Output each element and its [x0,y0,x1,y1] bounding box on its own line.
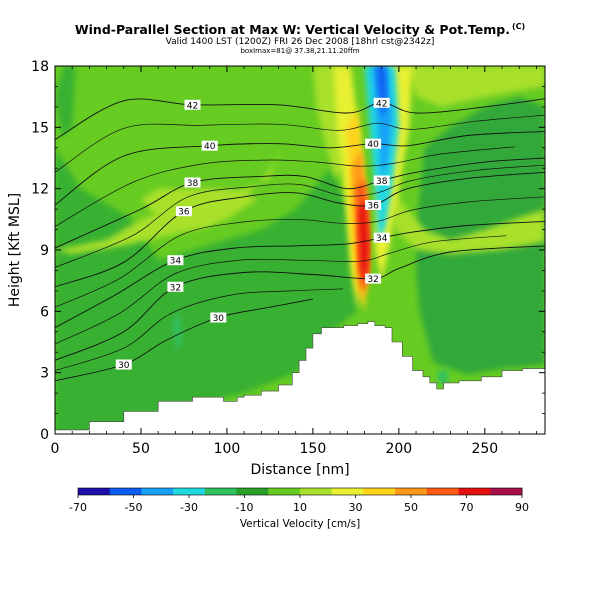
svg-text:32: 32 [367,275,378,285]
isentrope-minor-line [55,288,344,371]
y-tick-label: 18 [31,59,49,75]
colorbar-segment [268,488,301,495]
isentrope-line-40 [55,130,545,206]
isentrope-minor-line [55,235,507,345]
colorbar-tick-label: 50 [404,501,418,514]
isentrope-label-32: 32 [167,281,184,293]
svg-text:40: 40 [367,140,379,150]
velocity-shade-17 [171,311,183,353]
x-tick-label: 100 [214,441,241,457]
colorbar-tick-label: -30 [180,501,198,514]
colorbar-tick-label: 70 [460,501,474,514]
colorbar-segment [458,488,491,495]
colorbar-segment [236,488,269,495]
svg-text:30: 30 [213,314,225,324]
x-axis-label: Distance [nm] [250,462,349,478]
isentrope-line-36 [55,171,545,288]
colorbar-segment [109,488,142,495]
x-tick-label: 250 [471,441,498,457]
terrain-mask [55,321,545,434]
x-tick-label: 50 [132,441,150,457]
isentrope-minor-line [55,164,545,268]
colorbar-tick-label: -10 [236,501,254,514]
svg-text:30: 30 [118,361,130,371]
colorbar-segment [173,488,206,495]
colorbar-tick-label: -70 [69,501,87,514]
velocity-shade-15 [371,66,392,179]
svg-text:36: 36 [178,208,190,218]
colorbar-segment [331,488,364,495]
isentrope-label-34: 34 [373,232,390,244]
svg-text:42: 42 [376,99,387,109]
isentrope-line-30 [55,298,313,382]
colorbar-tick-label: 10 [293,501,307,514]
svg-text:36: 36 [367,202,379,212]
velocity-shade-7 [390,188,545,255]
x-tick-label: 150 [300,441,327,457]
colorbar-segment [141,488,174,495]
colorbar-tick-label: 90 [515,501,529,514]
y-tick-label: 3 [40,366,49,382]
isentrope-label-40: 40 [201,140,218,152]
colorbar-segment [204,488,237,495]
isentrope-label-38: 38 [184,177,201,189]
colorbar-tick-label: -50 [125,501,143,514]
colorbar-segment [78,488,111,495]
isentrope-label-30: 30 [210,312,227,324]
y-tick-label: 0 [40,427,49,443]
isentrope-line-38 [55,157,545,249]
svg-text:38: 38 [376,177,388,187]
isentrope-minor-line [55,114,545,173]
y-tick-label: 12 [31,182,49,198]
colorbar-segment [490,488,523,495]
isentrope-minor-line [55,146,515,227]
velocity-shade-1 [55,66,76,138]
x-tick-label: 200 [385,441,412,457]
isentrope-label-34: 34 [167,255,184,267]
y-tick-label: 9 [40,243,49,259]
colorbar-tick-label: 30 [349,501,363,514]
colorbar-segment [300,488,333,495]
isentrope-label-36: 36 [175,206,192,218]
svg-text:32: 32 [170,283,181,293]
isentrope-label-38: 38 [373,175,390,187]
isentrope-label-40: 40 [365,138,382,150]
colorbar-segment [426,488,459,495]
colorbar-segment [395,488,428,495]
isentrope-line-42 [55,98,545,140]
y-tick-label: 6 [40,304,49,320]
svg-text:34: 34 [170,257,182,267]
chart-title: Wind-Parallel Section at Max W: Vertical… [74,22,526,37]
valid-time-line: Valid 1400 LST (1200Z) FRI 26 Dec 2008 [… [165,37,435,47]
svg-text:42: 42 [187,101,198,111]
isentrope-line-32 [55,245,545,361]
isentrope-label-42: 42 [184,99,201,111]
isentrope-label-30: 30 [115,359,132,371]
run-info-line: boxImax=81@ 37.38,21.11.20ffm [240,47,360,55]
colorbar-label: Vertical Velocity [cm/s] [240,518,360,530]
svg-text:40: 40 [204,142,216,152]
isentrope-label-42: 42 [373,97,390,109]
isentrope-label-36: 36 [365,200,382,212]
colorbar-segment [363,488,396,495]
svg-text:34: 34 [376,234,388,244]
isentrope-label-32: 32 [365,273,382,285]
isentrope-line-34 [55,220,545,329]
x-tick-label: 0 [51,441,60,457]
svg-text:38: 38 [187,179,199,189]
y-tick-label: 15 [31,120,49,136]
isentrope-minor-line [55,196,545,308]
velocity-shade-18 [436,368,449,385]
y-axis-label: Height [Kft MSL] [7,193,23,307]
velocity-shade-6 [407,66,545,107]
